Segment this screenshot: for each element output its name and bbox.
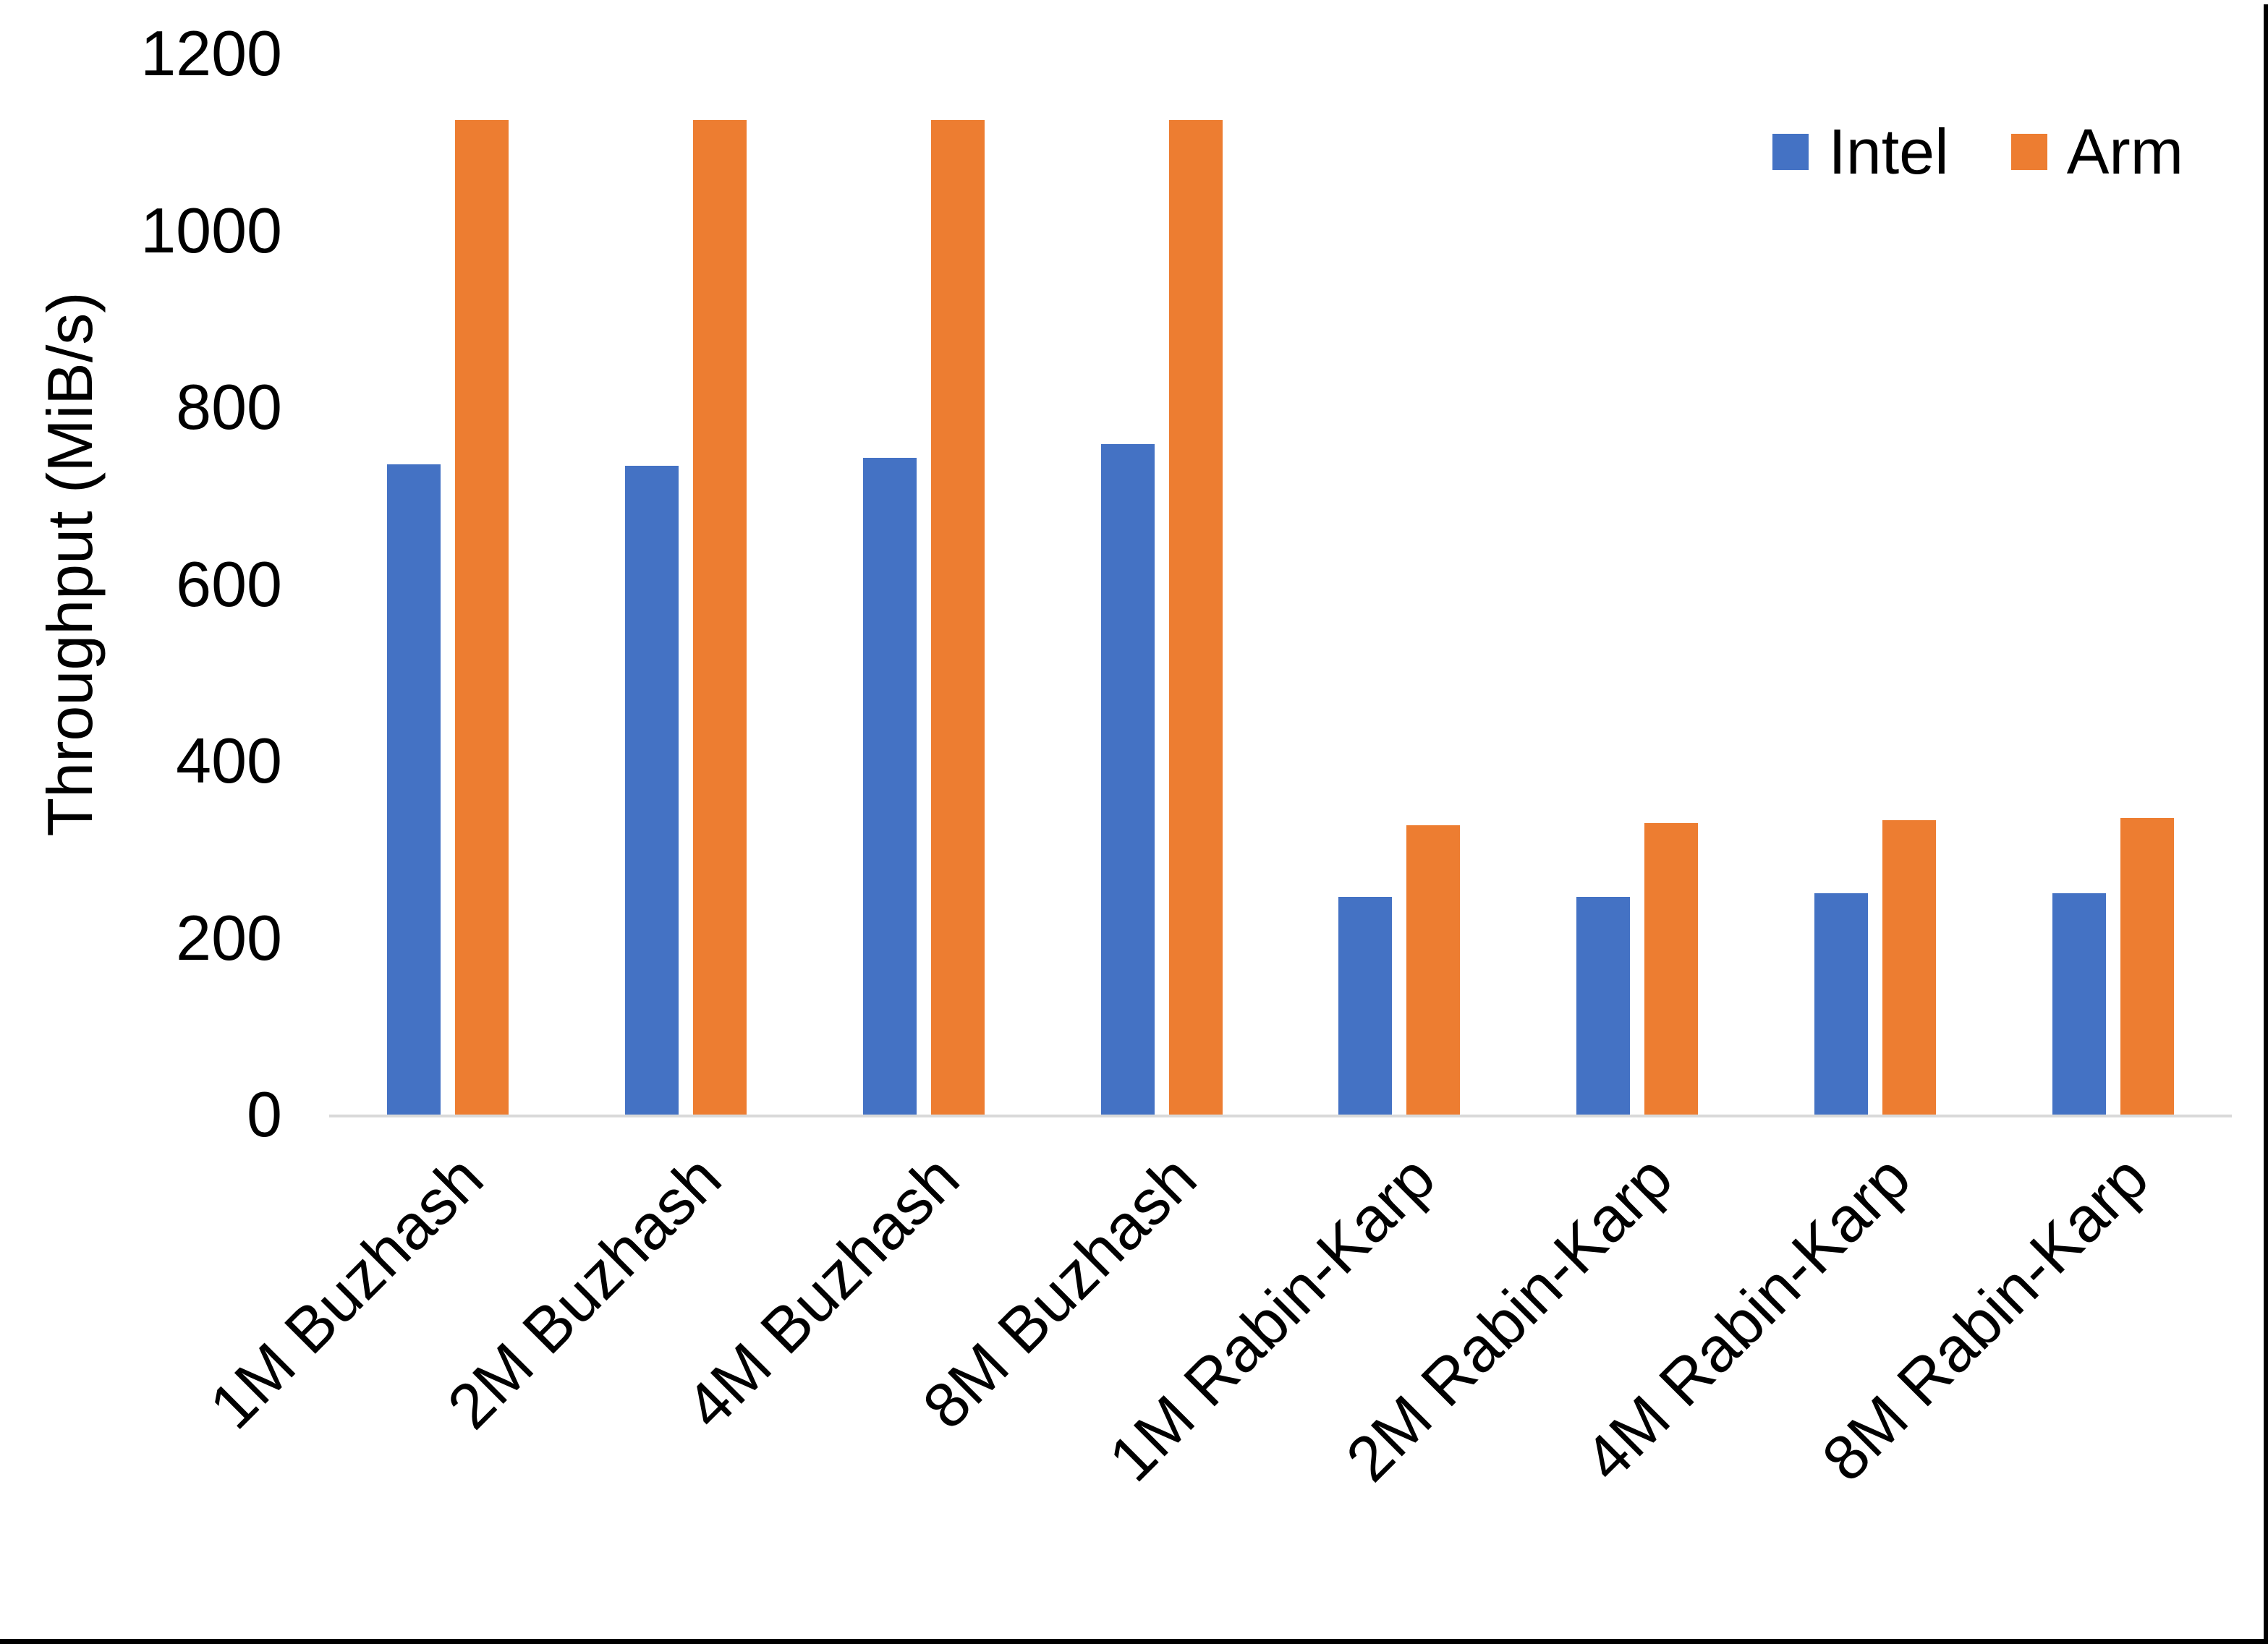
arm-bar-6 — [1644, 822, 1699, 1115]
y-tick-label-600: 600 — [176, 548, 282, 620]
bar-group-1m-rabin-karp — [1280, 54, 1519, 1115]
intel-bar-2 — [625, 465, 679, 1115]
arm-bar-8 — [2120, 818, 2174, 1115]
screenshot-right-border — [2264, 4, 2268, 1644]
intel-bar-6 — [1576, 897, 1631, 1115]
y-tick-label-200: 200 — [176, 901, 282, 974]
legend-swatch-intel — [1772, 134, 1809, 170]
arm-bar-5 — [1406, 825, 1461, 1115]
bar-group-4m-rabin-karp — [1757, 54, 1995, 1115]
legend: Intel Arm — [1772, 120, 2183, 184]
screenshot-bottom-border — [0, 1639, 2268, 1644]
legend-item-intel: Intel — [1772, 116, 1949, 187]
bar-group-2m-rabin-karp — [1519, 54, 1757, 1115]
y-tick-label-400: 400 — [176, 725, 282, 796]
intel-bar-5 — [1338, 897, 1393, 1115]
arm-bar-7 — [1882, 819, 1936, 1115]
intel-bar-3 — [862, 457, 917, 1115]
plot-area — [329, 54, 2232, 1115]
x-axis-labels: 1M Buzhash 2M Buzhash 4M Buzhash 8M Buzhash… — [196, 1117, 2232, 1522]
x-label-slot: 8M Rabin-Karp — [1808, 1117, 2232, 1522]
y-tick-label-0: 0 — [247, 1078, 282, 1150]
intel-bar-7 — [1814, 893, 1868, 1115]
arm-bar-2 — [693, 119, 747, 1115]
legend-label-intel: Intel — [1828, 116, 1949, 187]
intel-bar-1 — [387, 464, 441, 1115]
intel-bar-8 — [2052, 893, 2106, 1115]
bar-group-4m-buzhash — [805, 54, 1043, 1115]
arm-bar-1 — [455, 119, 509, 1115]
y-tick-label-1000: 1000 — [140, 194, 282, 266]
legend-label-arm: Arm — [2066, 116, 2183, 187]
bar-group-1m-buzhash — [329, 54, 567, 1115]
y-tick-label-800: 800 — [176, 371, 282, 443]
y-tick-label-1200: 1200 — [140, 17, 282, 89]
arm-bar-4 — [1168, 119, 1223, 1115]
x-axis-line — [329, 1115, 2232, 1117]
bar-group-8m-buzhash — [1042, 54, 1280, 1115]
arm-bar-3 — [930, 119, 985, 1115]
legend-swatch-arm — [2010, 134, 2047, 170]
bar-group-8m-rabin-karp — [1994, 54, 2232, 1115]
bar-group-2m-buzhash — [567, 54, 805, 1115]
legend-item-arm: Arm — [2010, 116, 2183, 187]
intel-bar-4 — [1100, 444, 1155, 1115]
